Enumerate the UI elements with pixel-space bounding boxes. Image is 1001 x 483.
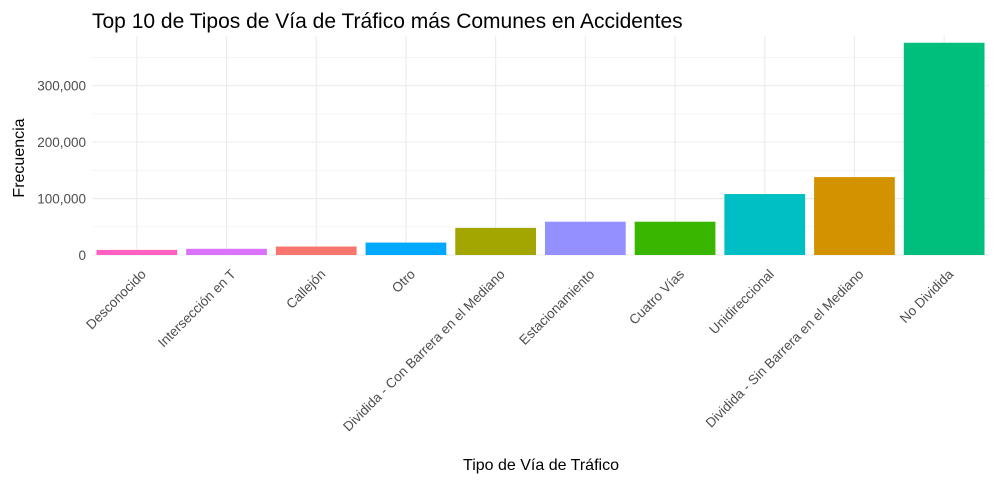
y-tick-label: 100,000 — [37, 192, 86, 207]
x-tick-label: Unidireccional — [706, 267, 777, 338]
y-tick-label: 200,000 — [37, 135, 86, 150]
x-tick-label: No Dividida — [897, 266, 957, 326]
x-tick-label: Dividida - Sin Barrera en el Mediano — [703, 267, 867, 431]
bar — [724, 194, 806, 255]
bar — [455, 227, 537, 255]
bar — [275, 246, 357, 255]
bar — [96, 249, 178, 255]
chart-title: Top 10 de Tipos de Vía de Tráfico más Co… — [92, 10, 683, 33]
bar — [814, 177, 895, 255]
y-tick-label: 0 — [78, 248, 86, 263]
x-tick-label: Desconocido — [83, 267, 149, 333]
y-axis-ticks: 0 100,000 200,000 300,000 — [37, 79, 86, 263]
x-tick-label: Dividida - Con Barrera en el Mediano — [340, 267, 508, 435]
x-tick-label: Intersección en T — [155, 267, 239, 351]
x-axis-title: Tipo de Vía de Tráfico — [463, 457, 619, 474]
bar — [365, 242, 447, 255]
x-axis-ticks: Desconocido Intersección en T Callejón Otro… — [83, 266, 956, 434]
x-tick-label: Estacionamiento — [516, 267, 597, 348]
x-tick-label: Cuatro Vías — [626, 266, 687, 327]
bar — [903, 42, 985, 256]
y-tick-label: 300,000 — [37, 79, 86, 94]
y-axis-title: Frecuencia — [11, 118, 28, 197]
x-tick-label: Otro — [389, 267, 418, 296]
x-tick-label: Callejón — [283, 267, 328, 312]
bar — [634, 221, 716, 255]
bars — [96, 42, 985, 256]
bar — [186, 248, 267, 255]
bar — [544, 221, 626, 255]
